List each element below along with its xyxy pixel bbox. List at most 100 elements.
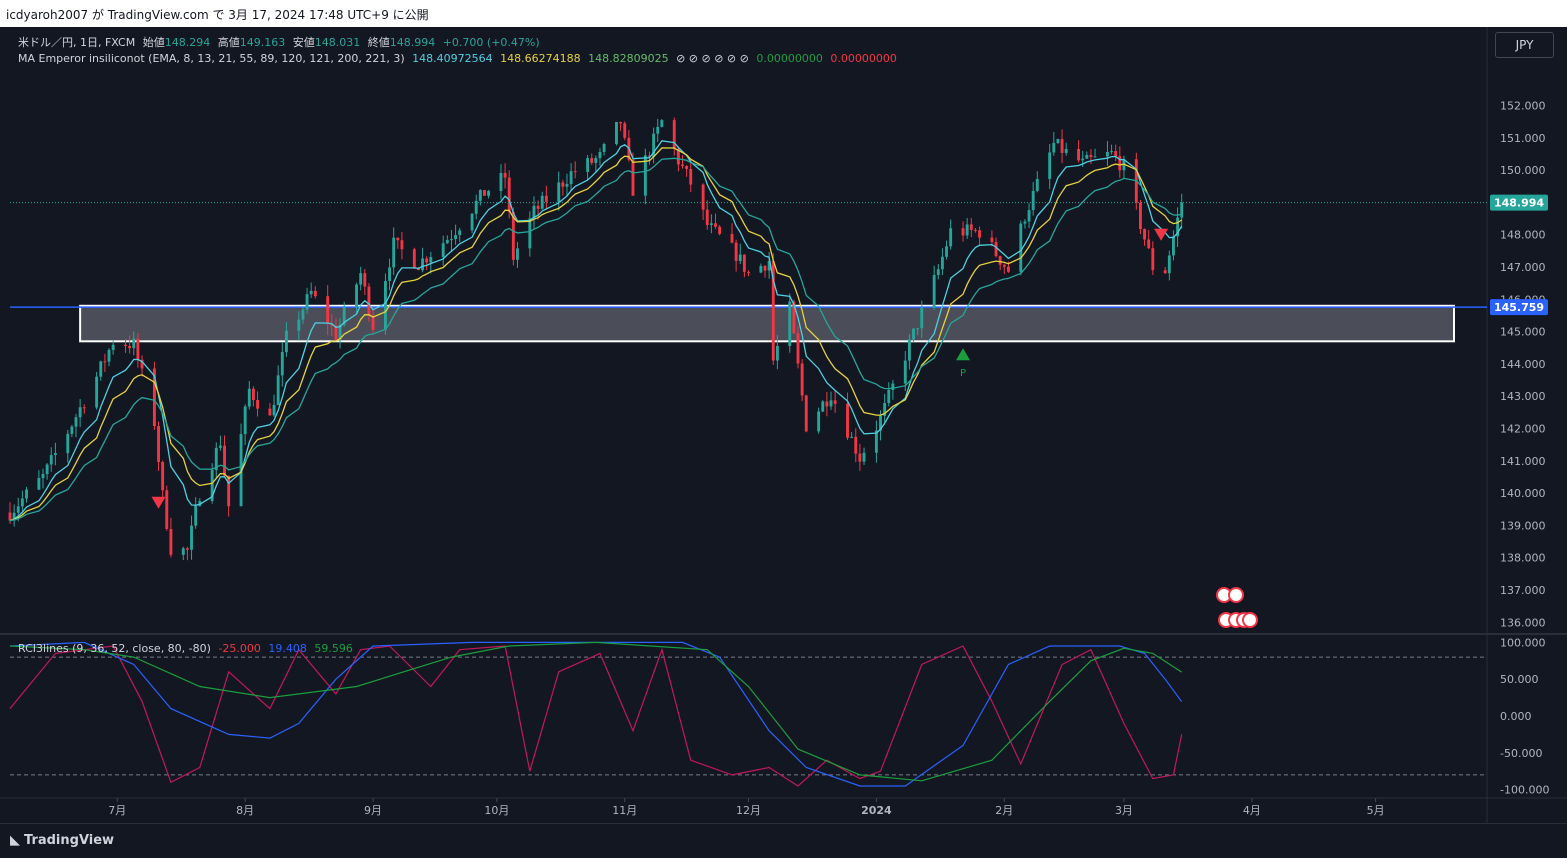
candle-body — [37, 478, 41, 490]
candle-body — [355, 284, 359, 308]
candle-body — [326, 296, 330, 324]
rci-tick-label: -50.000 — [1500, 747, 1542, 760]
open-value: 148.294 — [164, 36, 211, 49]
candle-body — [313, 290, 317, 297]
candle-body — [41, 473, 45, 479]
currency-button[interactable]: JPY — [1495, 32, 1554, 58]
candle-body — [95, 376, 99, 408]
candle-body — [565, 184, 569, 187]
candle-body — [169, 529, 173, 555]
candle-body — [111, 344, 115, 350]
level-price-badge — [1490, 299, 1548, 316]
candle-body — [879, 415, 882, 431]
candle-body — [1138, 202, 1142, 229]
candle-body — [676, 148, 680, 165]
candle-body — [643, 155, 647, 196]
candle-body — [441, 243, 445, 258]
candle-body — [194, 505, 198, 526]
candle-body — [99, 361, 103, 377]
candle-body — [181, 548, 185, 555]
candle-body — [66, 433, 70, 454]
candle-body — [1176, 217, 1180, 237]
candle-body — [714, 223, 717, 227]
candle-body — [615, 121, 618, 145]
candle-body — [569, 171, 573, 185]
candle-body — [297, 319, 301, 331]
ma-value-1: 148.40972564 — [412, 52, 493, 65]
rci-line-9 — [9, 645, 1183, 787]
candle-body — [528, 218, 532, 249]
price-tick-label: 144.000 — [1500, 358, 1546, 371]
candle-body — [1060, 139, 1064, 153]
candle-body — [16, 506, 20, 513]
price-tick-label: 150.000 — [1500, 164, 1546, 177]
candle-body — [874, 430, 878, 453]
candle-body — [363, 273, 367, 287]
candle-body — [1147, 239, 1151, 249]
candle-body — [161, 461, 165, 491]
chart-canvas[interactable]: 136.000 137.000 138.000 139.000 140.000 141.0… — [0, 27, 1567, 823]
candle-body — [907, 339, 911, 361]
candle-body — [788, 301, 792, 346]
candle-body — [652, 133, 656, 157]
candle-body — [850, 436, 854, 438]
candle-body — [388, 267, 392, 281]
candle-body — [25, 489, 28, 499]
candle-body — [1151, 248, 1155, 271]
candle-body — [940, 256, 944, 270]
candle-body — [594, 158, 598, 163]
candle-body — [103, 361, 107, 363]
candle-body — [12, 512, 16, 521]
candle-body — [49, 455, 53, 465]
time-tick-label: 7月 — [108, 804, 126, 817]
candle-body — [833, 400, 837, 404]
ema-mid-line — [9, 147, 1183, 522]
ma-empty-values: ⊘ ⊘ ⊘ ⊘ ⊘ ⊘ — [676, 52, 749, 65]
candle-body — [412, 249, 416, 269]
ema-fast-line — [9, 140, 1183, 522]
rci-value-3: 59.596 — [314, 642, 353, 655]
candle-body — [268, 408, 272, 416]
candle-body — [334, 325, 338, 340]
candle-body — [1105, 152, 1109, 157]
candle-body — [1118, 156, 1122, 171]
rci-legend: RCI3lines (9, 36, 52, close, 80, -80) -2… — [18, 642, 357, 655]
candle-body — [656, 126, 660, 134]
rci-value-1: -25.000 — [218, 642, 261, 655]
candle-body — [284, 330, 288, 353]
candle-body — [1035, 178, 1039, 191]
candle-body — [185, 548, 189, 550]
candle-body — [511, 212, 515, 260]
last-price-badge — [1490, 194, 1548, 211]
candle-body — [973, 229, 977, 231]
price-tick-label: 140.000 — [1500, 487, 1546, 500]
candle-body — [912, 328, 915, 340]
candle-body — [210, 470, 214, 502]
candle-body — [1093, 156, 1097, 158]
close-value: 148.994 — [389, 36, 436, 49]
candle-body — [136, 338, 140, 360]
candle-body — [445, 240, 449, 244]
candle-body — [1019, 223, 1023, 272]
price-tick-label: 136.000 — [1500, 616, 1546, 629]
candle-body — [598, 152, 602, 159]
candle-body — [8, 512, 12, 521]
candle-body — [305, 294, 309, 310]
candle-body — [1167, 255, 1171, 274]
signal-label: P — [960, 368, 966, 379]
candle-body — [396, 237, 400, 241]
candle-body — [74, 417, 78, 427]
candle-body — [961, 228, 965, 236]
rci-tick-label: 50.000 — [1500, 673, 1539, 686]
candle-body — [763, 266, 767, 271]
candle-body — [804, 395, 808, 432]
sell-signal-icon — [151, 496, 166, 509]
candle-body — [499, 172, 503, 191]
candle-body — [140, 359, 144, 369]
candle-body — [544, 195, 548, 202]
candle-body — [478, 190, 482, 201]
candle-body — [573, 171, 577, 173]
candle-body — [767, 261, 771, 271]
price-tick-label: 139.000 — [1500, 519, 1546, 532]
candle-body — [247, 388, 251, 407]
